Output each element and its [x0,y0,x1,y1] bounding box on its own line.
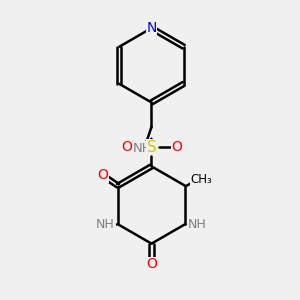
Text: N: N [146,21,157,35]
Text: O: O [171,140,182,154]
Text: O: O [121,140,132,154]
Text: CH₃: CH₃ [190,172,212,186]
Text: NH: NH [96,218,115,231]
Text: S: S [147,140,156,154]
Text: NH: NH [133,142,152,155]
Text: O: O [97,168,108,182]
Text: NH: NH [188,218,207,231]
Text: O: O [146,257,157,272]
